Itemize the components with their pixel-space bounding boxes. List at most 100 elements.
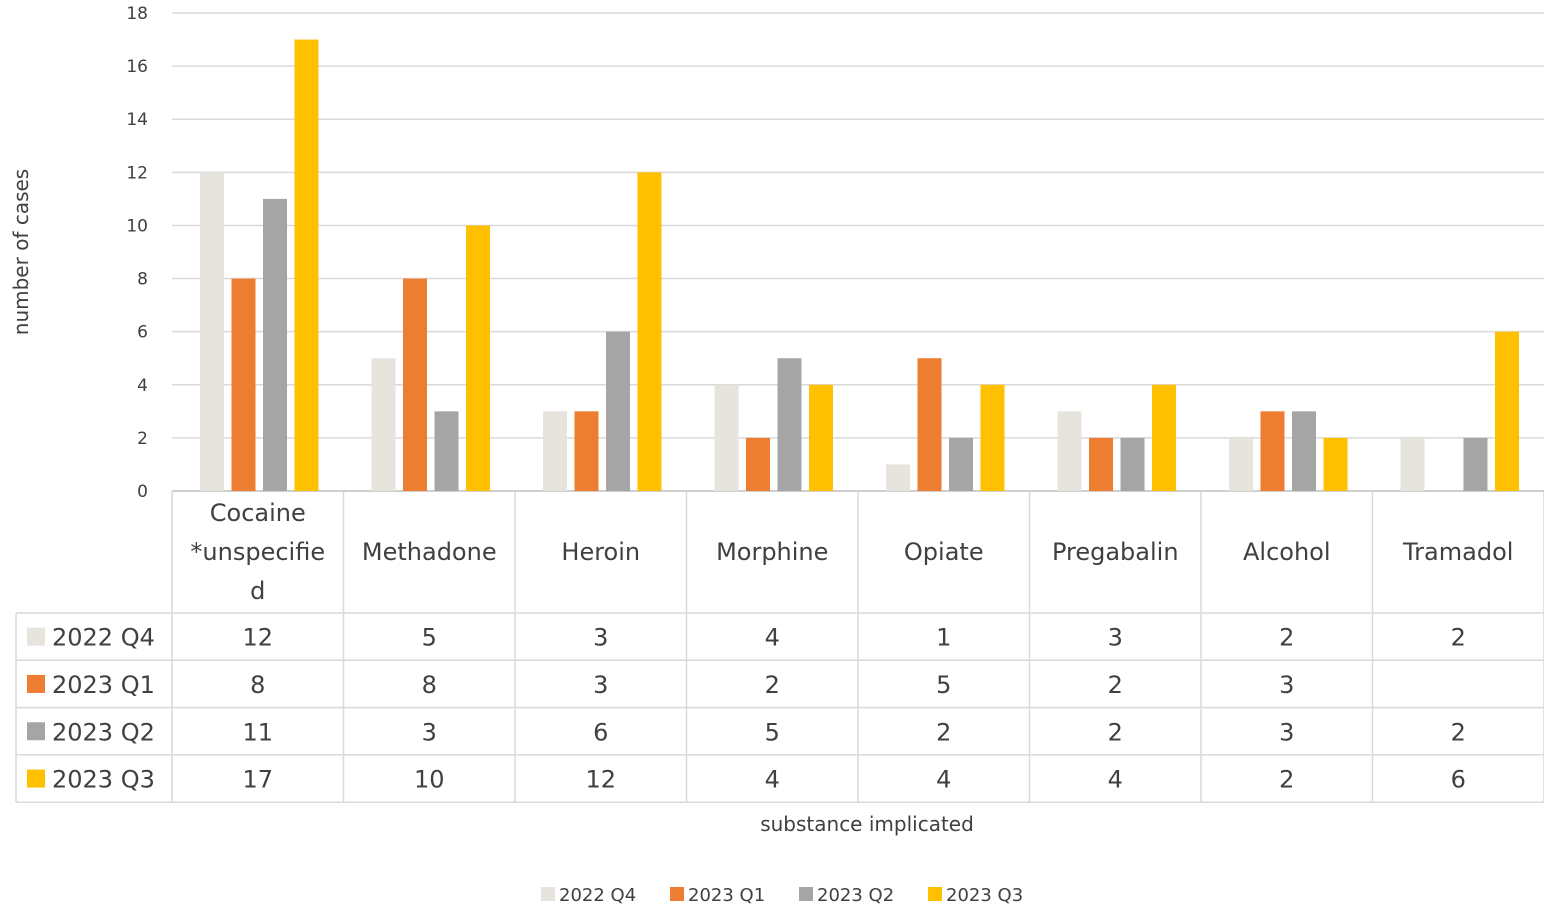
y-tick-label: 10 [126,216,148,236]
y-tick-label: 6 [137,323,148,343]
category-label-line: Methadone [362,538,497,566]
bar [1463,437,1488,491]
bar [746,437,770,491]
bar [294,39,319,492]
legend-label: 2023 Q2 [817,885,894,906]
legend-label: 2023 Q3 [946,885,1023,906]
category-label-line: Tramadol [1402,538,1513,566]
bar [1057,411,1082,491]
table-cell-value: 17 [242,766,273,794]
table-cell-value: 1 [936,624,951,652]
category-label: Pregabalin [1052,538,1179,566]
x-axis-title: substance implicated [760,812,974,836]
category-label: Methadone [362,538,497,566]
bar [809,384,833,491]
y-tick-label: 16 [126,57,148,77]
gridlines [172,12,1544,492]
table-cell-value: 4 [765,766,780,794]
y-tick-label: 12 [126,163,148,183]
table-cell-value: 4 [1108,766,1123,794]
legend-label: 2022 Q4 [559,885,636,906]
category-label-line: Pregabalin [1052,538,1179,566]
y-tick-label: 18 [126,4,148,24]
bar [949,437,973,491]
y-tick-label: 4 [137,376,148,396]
legend-label: 2023 Q1 [688,885,765,906]
legend-swatch [670,887,684,901]
table-cell-value: 5 [936,671,951,699]
table-cell-value: 5 [765,718,780,746]
bar [637,172,662,492]
y-tick-label: 14 [126,110,148,130]
table-cell-value: 4 [936,766,951,794]
table-cell-value: 3 [1279,718,1294,746]
table-cell-value: 12 [585,766,616,794]
table-cell-value: 4 [765,624,780,652]
table-cell-value: 3 [1108,624,1123,652]
table-cell-value: 8 [422,671,437,699]
table-cell-value: 3 [1279,671,1294,699]
table-cell-value: 2 [1279,766,1294,794]
bar [1120,437,1145,491]
bar [1152,384,1176,491]
table-cell-value: 3 [593,624,608,652]
table-legend-key [27,769,45,788]
data-table: Cocaine *unspecifie d Methadone Heroin Morphi… [15,491,1544,803]
y-axis-title: number of cases [9,169,33,335]
y-tick-label: 2 [137,429,148,449]
table-cell-value: 6 [1451,766,1466,794]
bar [434,411,459,491]
y-tick-label: 0 [137,482,148,502]
table-cell-value: 2 [936,718,951,746]
table-cell-value: 3 [422,718,437,746]
table-legend-key [27,722,45,741]
category-label: Tramadol [1402,538,1513,566]
category-label: Opiate [904,538,984,566]
table-cell-value: 2 [1279,624,1294,652]
table-cell-value: 5 [422,624,437,652]
legend-swatch [928,887,942,901]
category-label-line: Alcohol [1243,538,1331,566]
bar [1400,437,1425,491]
table-row-label: 2023 Q2 [52,718,155,746]
table-cell-value: 2 [1451,624,1466,652]
bar [886,464,910,491]
bar [917,358,942,491]
category-label-line: Morphine [716,538,828,566]
y-axis-ticks: 0 2 4 6 8 10 12 14 16 18 [126,4,148,502]
category-label: Heroin [561,538,640,566]
legend-swatch [541,887,555,901]
bar [777,358,802,491]
category-label-line: Opiate [904,538,984,566]
legend: 2022 Q4 2023 Q1 2023 Q2 2023 Q3 [541,885,1023,906]
bar [606,331,630,491]
bar [371,358,396,491]
category-label-line: Heroin [561,538,640,566]
table-row-label: 2023 Q3 [52,766,155,794]
category-label: Cocaine *unspecifie d [190,499,325,605]
bar [263,198,287,491]
table-cell-value: 6 [593,718,608,746]
y-tick-label: 8 [137,270,148,290]
bar [1089,437,1113,491]
category-label-line: *unspecifie [190,538,325,566]
table-legend-key [27,674,45,693]
table-row-label: 2023 Q1 [52,671,155,699]
bar [231,278,256,491]
table-cell-value: 12 [242,624,273,652]
bar [1260,411,1285,491]
table-cell-value: 2 [1108,671,1123,699]
bar [1495,331,1519,491]
bar [466,225,490,491]
category-label: Alcohol [1243,538,1331,566]
table-cell-value: 11 [242,718,273,746]
table-legend-key [27,627,45,646]
category-label-line: Cocaine [210,499,306,527]
table-cell-value: 8 [250,671,265,699]
table-cell-value: 2 [1451,718,1466,746]
table-cell-value: 3 [593,671,608,699]
category-label: Morphine [716,538,828,566]
bar [1292,411,1316,491]
bar [714,384,739,491]
